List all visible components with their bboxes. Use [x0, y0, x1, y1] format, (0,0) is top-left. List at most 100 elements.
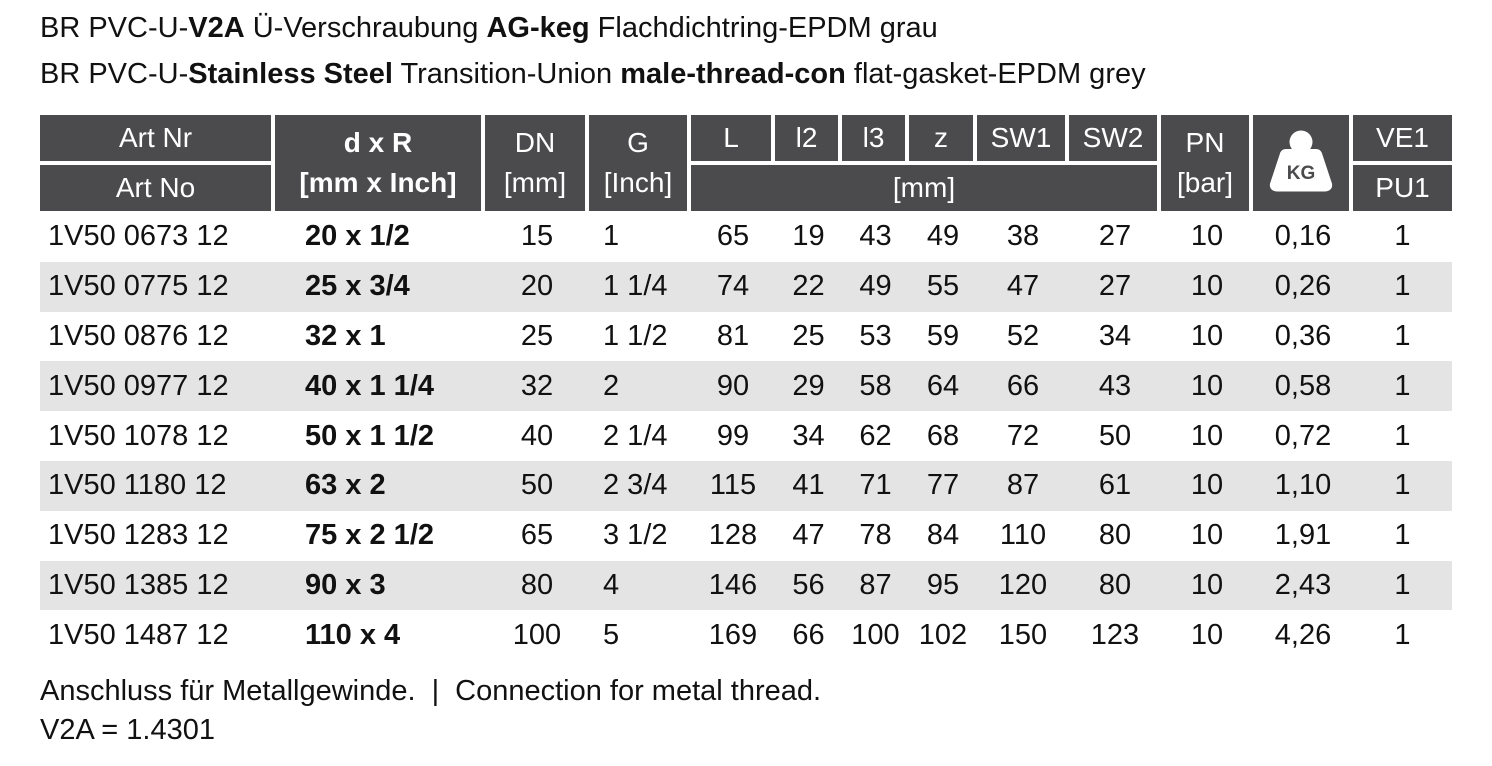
- title-block: BR PVC-U-V2A Ü-Verschraubung AG-keg Flac…: [40, 12, 1146, 104]
- cell-l: 169: [708, 618, 758, 651]
- cell-weight-kg: 4,26: [1274, 618, 1332, 651]
- cell-sw1: 52: [1006, 319, 1040, 352]
- cell-l3: 43: [859, 220, 892, 253]
- cell-l3: 78: [859, 519, 892, 552]
- header-pn: PN [bar]: [1161, 115, 1249, 211]
- footnote-connection: Anschluss für Metallgewinde. | Connection …: [40, 674, 821, 708]
- cell-sw1: 72: [1006, 419, 1040, 452]
- cell-z: 64: [926, 369, 960, 402]
- header-weight: KG: [1253, 115, 1349, 211]
- cell-pn: 10: [1190, 419, 1224, 452]
- cell-l2: 66: [792, 618, 825, 651]
- title-en-segment-bold: male-thread-con: [620, 58, 846, 90]
- footnote-de: Anschluss für Metallgewinde.: [40, 675, 416, 707]
- cell-l3: 100: [851, 618, 900, 651]
- cell-sw1: 150: [998, 618, 1048, 651]
- cell-l: 99: [716, 419, 750, 452]
- cell-ve1-pu1: 1: [1394, 618, 1411, 651]
- header-g: G [Inch]: [589, 115, 687, 211]
- header-l3: l3: [842, 115, 905, 161]
- table-body: 1V50 0673 12 20 x 1/2 15 1 65 19 43 49 3…: [40, 212, 1452, 660]
- header-art-nr: Art Nr: [40, 115, 271, 161]
- svg-text:KG: KG: [1287, 163, 1316, 184]
- table-row: 1V50 1283 12 75 x 2 1/2 65 3 1/2 128 47 …: [40, 511, 1452, 561]
- header-dxr-line2: [mm x Inch]: [299, 167, 457, 198]
- header-g-line2: [Inch]: [603, 167, 673, 198]
- cell-dn: 65: [520, 519, 554, 552]
- cell-z: 102: [918, 618, 968, 651]
- cell-sw2: 80: [1098, 519, 1132, 552]
- header-dn-line2: [mm]: [503, 167, 567, 198]
- cell-dn: 25: [520, 319, 554, 352]
- header-ve1: VE1: [1353, 115, 1452, 161]
- cell-l2: 56: [792, 568, 825, 601]
- cell-z: 95: [926, 568, 960, 601]
- spec-table: Art Nr Art No d x R [mm x Inch] DN [mm] …: [40, 115, 1452, 660]
- title-de-segment: Ü-Verschraubung: [244, 12, 487, 44]
- cell-ve1-pu1: 1: [1394, 469, 1411, 502]
- cell-weight-kg: 1,10: [1274, 469, 1332, 502]
- cell-art-no: 1V50 0673 12: [48, 220, 229, 253]
- cell-pn: 10: [1190, 220, 1224, 253]
- cell-sw1: 66: [1006, 369, 1040, 402]
- cell-g: 2: [603, 369, 620, 402]
- cell-dxr: 90 x 3: [305, 568, 386, 601]
- cell-g: 5: [603, 618, 620, 651]
- cell-dn: 40: [520, 419, 554, 452]
- cell-art-no: 1V50 1487 12: [48, 618, 229, 651]
- cell-sw2: 50: [1098, 419, 1132, 452]
- table-row: 1V50 0673 12 20 x 1/2 15 1 65 19 43 49 3…: [40, 212, 1452, 262]
- cell-z: 55: [926, 270, 960, 303]
- table-row: 1V50 1385 12 90 x 3 80 4 146 56 87 95 12…: [40, 560, 1452, 611]
- cell-l3: 62: [859, 419, 892, 452]
- cell-l: 128: [708, 519, 758, 552]
- cell-weight-kg: 0,16: [1274, 220, 1332, 253]
- cell-sw1: 120: [998, 568, 1048, 601]
- header-art-no: Art No: [40, 165, 271, 211]
- cell-dn: 15: [520, 220, 554, 253]
- cell-sw2: 61: [1098, 469, 1132, 502]
- cell-art-no: 1V50 0775 12: [48, 270, 229, 303]
- cell-weight-kg: 0,72: [1274, 419, 1332, 452]
- cell-ve1-pu1: 1: [1394, 270, 1411, 303]
- footnote-material: V2A = 1.4301: [40, 714, 215, 746]
- cell-dn: 20: [520, 270, 554, 303]
- cell-g: 2 3/4: [603, 469, 668, 502]
- title-de-segment: BR PVC-U-: [40, 12, 189, 44]
- cell-dn: 80: [520, 568, 554, 601]
- cell-dxr: 63 x 2: [305, 469, 386, 502]
- cell-ve1-pu1: 1: [1394, 519, 1411, 552]
- cell-sw2: 27: [1098, 270, 1132, 303]
- cell-pn: 10: [1190, 519, 1224, 552]
- cell-l3: 53: [859, 319, 892, 352]
- cell-sw2: 27: [1098, 220, 1132, 253]
- header-dn: DN [mm]: [485, 115, 585, 211]
- cell-dxr: 40 x 1 1/4: [305, 369, 434, 402]
- table-row: 1V50 1078 12 50 x 1 1/2 40 2 1/4 99 34 6…: [40, 411, 1452, 461]
- title-en-segment: BR PVC-U-: [40, 58, 189, 90]
- cell-dxr: 50 x 1 1/2: [305, 419, 434, 452]
- cell-l3: 49: [859, 270, 892, 303]
- cell-dxr: 75 x 2 1/2: [305, 519, 434, 552]
- cell-pn: 10: [1190, 369, 1224, 402]
- footnotes: Anschluss für Metallgewinde. | Connection …: [40, 674, 821, 747]
- cell-dxr: 20 x 1/2: [305, 220, 410, 253]
- table-row: 1V50 1487 12 110 x 4 100 5 169 66 100 10…: [40, 610, 1452, 660]
- cell-l: 81: [716, 319, 750, 352]
- cell-ve1-pu1: 1: [1394, 568, 1411, 601]
- cell-ve1-pu1: 1: [1394, 419, 1411, 452]
- cell-l2: 41: [792, 469, 825, 502]
- header-pn-line1: PN: [1185, 127, 1225, 158]
- table-row: 1V50 0775 12 25 x 3/4 20 1 1/4 74 22 49 …: [40, 261, 1452, 312]
- cell-art-no: 1V50 0977 12: [48, 369, 229, 402]
- cell-l2: 47: [792, 519, 825, 552]
- cell-sw2: 43: [1098, 369, 1132, 402]
- table-row: 1V50 1180 12 63 x 2 50 2 3/4 115 41 71 7…: [40, 460, 1452, 511]
- cell-dn: 100: [512, 618, 562, 651]
- title-en-segment: Transition-Union: [392, 58, 621, 90]
- cell-sw1: 110: [999, 519, 1047, 552]
- cell-art-no: 1V50 1078 12: [48, 419, 229, 452]
- header-g-line1: G: [627, 127, 649, 158]
- header-mm-band: [mm]: [691, 165, 1157, 211]
